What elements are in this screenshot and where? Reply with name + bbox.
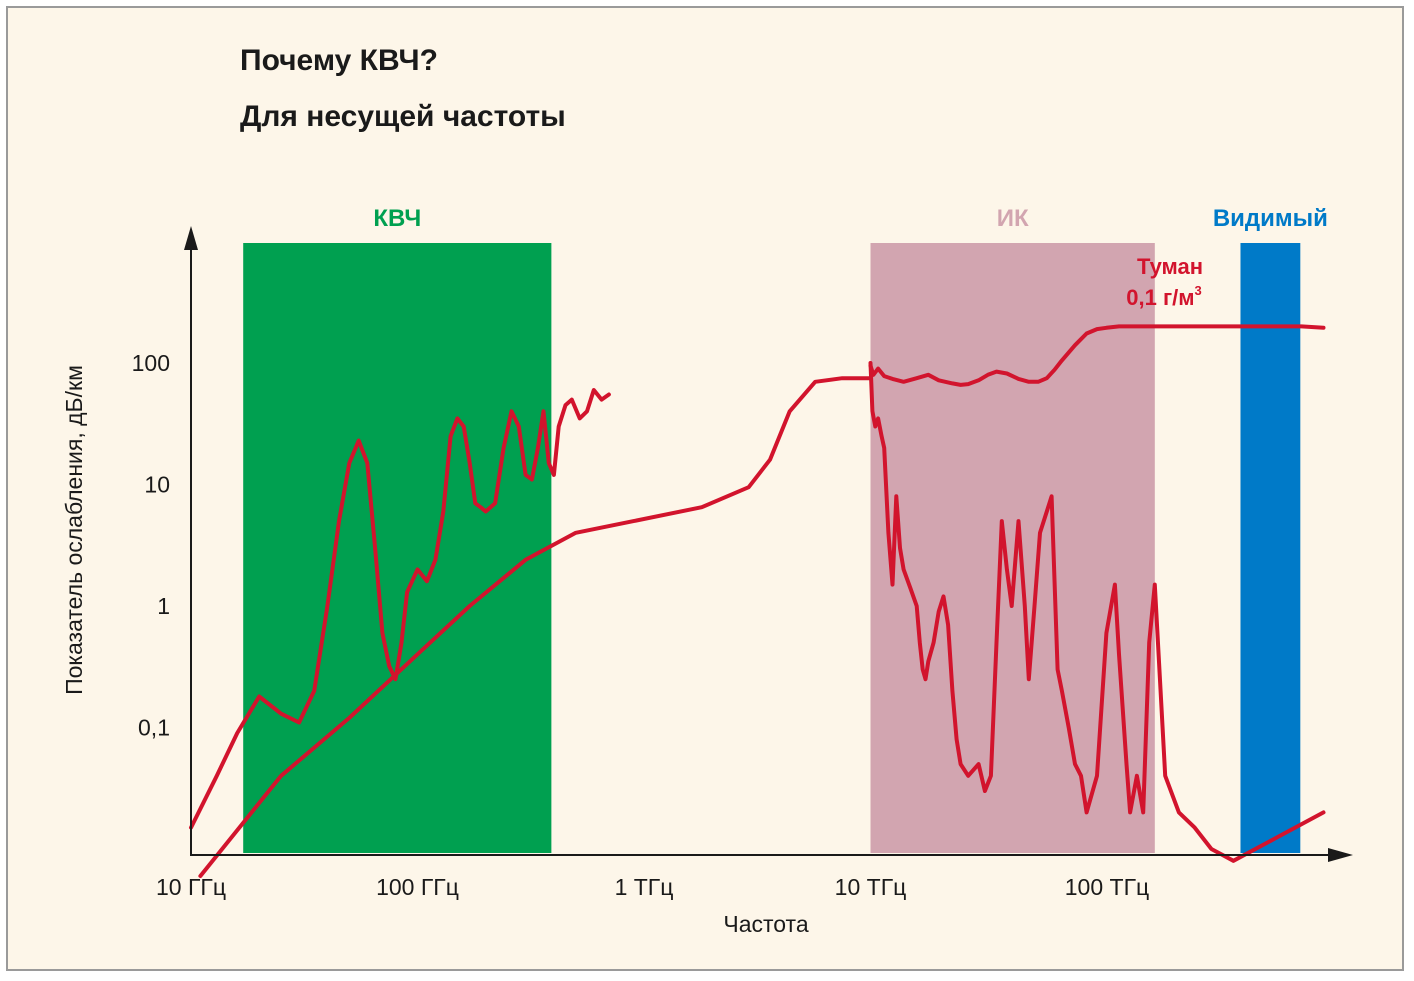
ticks-layer: 10 ГГц 100 ГГц 1 ТГц 10 ТГц 100 ТГц 0,1 1 10 100: [132, 350, 1150, 900]
band-label-0: КВЧ: [373, 205, 421, 232]
y-axis-arrow-icon: [184, 226, 198, 250]
chart-title: Почему КВЧ?: [240, 44, 438, 77]
fog-annotation-line2: 0,1 г/м3: [1126, 283, 1201, 310]
band-1: [870, 243, 1155, 853]
lines-layer: [189, 324, 1326, 878]
y-tick-label-1: 1: [157, 593, 170, 619]
chart-frame: [6, 6, 1404, 971]
x-tick-label-4: 100 ТГц: [1065, 874, 1149, 900]
x-tick-label-3: 10 ТГц: [835, 874, 907, 900]
axes-layer: [184, 226, 1353, 862]
fog-annotation-line1: Туман: [1137, 254, 1203, 279]
chart-subtitle: Для несущей частоты: [240, 100, 566, 133]
x-axis-arrow-icon: [1328, 848, 1353, 862]
bands-layer: КВЧ ИК Видимый: [243, 205, 1328, 853]
x-tick-label-1: 100 ГГц: [376, 874, 459, 900]
x-tick-label-0: 10 ГГц: [156, 874, 226, 900]
band-2: [1240, 243, 1301, 853]
fog-annotation-superscript: 3: [1195, 283, 1202, 298]
x-axis-label: Частота: [723, 911, 808, 937]
fog-annotation-text: 0,1 г/м: [1126, 285, 1194, 310]
x-tick-label-2: 1 ТГц: [615, 874, 674, 900]
series-line-1: [868, 324, 1326, 387]
series-line-3: [868, 361, 1326, 863]
y-tick-label-2: 10: [144, 472, 170, 498]
y-tick-label-0: 0,1: [138, 715, 170, 741]
series-line-0: [189, 388, 611, 830]
y-axis-label: Показатель ослабления, дБ/км: [61, 365, 87, 695]
series-line-2: [198, 376, 873, 878]
y-tick-label-3: 100: [132, 350, 170, 376]
band-0: [243, 243, 552, 853]
band-label-1: ИК: [997, 205, 1029, 232]
band-label-2: Видимый: [1213, 205, 1328, 232]
